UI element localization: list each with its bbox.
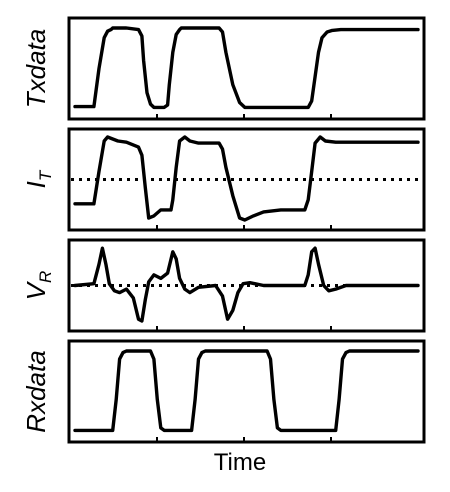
rxdata-trace [73,349,420,433]
vr-ylabel-subscript: R [36,271,55,283]
vr-trace [73,246,420,323]
it-frame [67,127,426,232]
panel-vr: VR [21,238,426,333]
it-ylabel-subscript: T [36,169,55,181]
vr-ylabel: VR [21,271,55,301]
panel-rxdata: Rxdata Time [21,339,426,476]
txdata-ylabel: Txdata [21,29,51,109]
panel-txdata: Txdata [21,16,426,121]
txdata-frame [67,16,426,121]
it-ylabel: IT [21,169,55,188]
panel-it: IT [21,127,426,232]
rxdata-frame [67,339,426,444]
x-axis-label: Time [214,449,266,476]
it-trace [73,135,420,222]
rxdata-ylabel: Rxdata [21,350,51,432]
vr-frame [67,238,426,333]
txdata-trace [73,26,420,110]
